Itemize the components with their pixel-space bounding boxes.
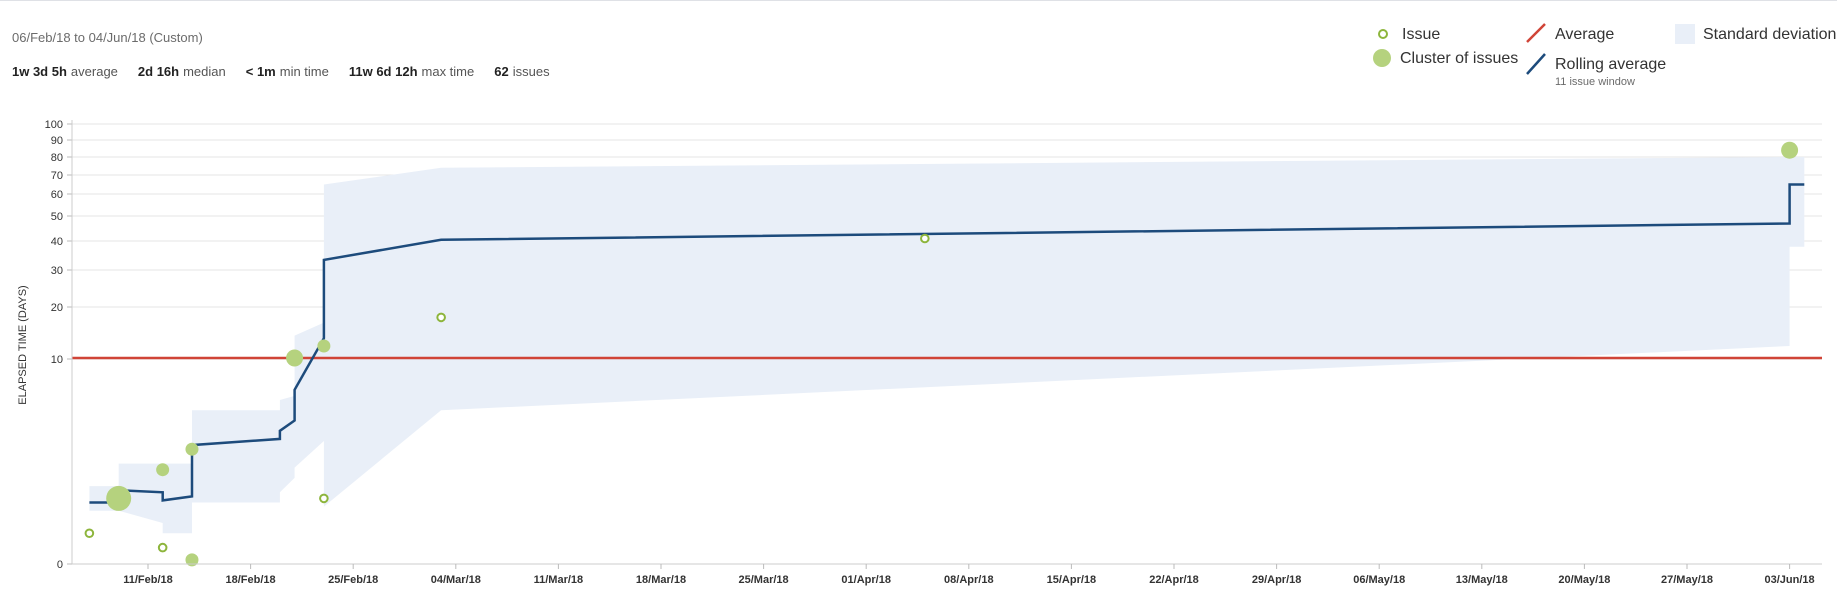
legend-rolling-average-label: Rolling average bbox=[1555, 56, 1667, 73]
y-tick-label: 60 bbox=[51, 189, 63, 201]
y-tick-label: 70 bbox=[51, 170, 63, 182]
x-tick-label: 01/Apr/18 bbox=[841, 574, 891, 586]
rolling-average-line bbox=[89, 183, 1805, 504]
y-tick-label: 40 bbox=[51, 236, 63, 248]
stat-min-time-label: min time bbox=[279, 64, 329, 79]
stat-max-time-value: 11w 6d 12h bbox=[348, 64, 418, 79]
legend-issue-label: Issue bbox=[1402, 26, 1441, 43]
cluster-marker-icon bbox=[1373, 49, 1391, 67]
rolling-average-layer bbox=[89, 183, 1805, 504]
cluster-point bbox=[156, 463, 170, 477]
x-tick-label: 20/May/18 bbox=[1558, 574, 1610, 586]
std-dev-band bbox=[89, 157, 1805, 534]
legend-average-label: Average bbox=[1555, 26, 1615, 43]
legend-rolling-text: Rolling average 11 issue window bbox=[1555, 56, 1666, 88]
std-dev-swatch-icon bbox=[1675, 24, 1695, 44]
x-tick-label: 06/May/18 bbox=[1353, 574, 1405, 586]
issue-marker-icon bbox=[1378, 29, 1388, 39]
legend-cluster[interactable]: Cluster of issues bbox=[1372, 49, 1519, 68]
cluster-point bbox=[185, 442, 199, 456]
stat-max-time-label: max time bbox=[421, 64, 475, 79]
top-divider bbox=[0, 0, 1837, 1]
average-line-icon bbox=[1526, 23, 1546, 43]
rolling-average-line-icon bbox=[1526, 53, 1546, 75]
cluster-point bbox=[317, 339, 331, 353]
legend-average[interactable]: Average bbox=[1525, 23, 1615, 44]
stat-average: 1w 3d 5h average bbox=[12, 64, 118, 79]
x-tick-label: 04/Mar/18 bbox=[431, 574, 481, 586]
stat-median-label: median bbox=[183, 64, 226, 79]
x-tick-label: 11/Feb/18 bbox=[123, 574, 173, 586]
x-tick-label: 08/Apr/18 bbox=[944, 574, 994, 586]
x-tick-label: 18/Feb/18 bbox=[226, 574, 276, 586]
y-axis-title: ELAPSED TIME (DAYS) bbox=[17, 285, 29, 404]
cluster-point bbox=[106, 485, 132, 511]
legend-std-dev-label: Standard deviation bbox=[1703, 26, 1837, 43]
y-tick-label: 10 bbox=[51, 354, 63, 366]
cluster-point bbox=[185, 553, 199, 567]
y-tick-label: 80 bbox=[51, 152, 63, 164]
axes: 0 10 20 30 40 50 60 70 80 90 100 11/Feb/18 18/Feb/18… bbox=[45, 119, 1822, 586]
x-tick-label: 15/Apr/18 bbox=[1047, 574, 1097, 586]
issue-point bbox=[157, 542, 168, 553]
stat-max-time: 11w 6d 12h max time bbox=[349, 64, 474, 79]
cluster-point bbox=[286, 349, 304, 367]
y-tick-label: 100 bbox=[45, 119, 63, 131]
issue-point bbox=[920, 233, 930, 244]
legend-cluster-label: Cluster of issues bbox=[1400, 50, 1519, 67]
legend-std-dev[interactable]: Standard deviation bbox=[1675, 24, 1837, 44]
date-range-label: 06/Feb/18 to 04/Jun/18 (Custom) bbox=[12, 30, 203, 45]
issue-point bbox=[436, 312, 446, 323]
y-tick-label: 90 bbox=[51, 135, 63, 147]
data-points-layer bbox=[84, 141, 1799, 567]
issue-point bbox=[84, 528, 95, 539]
stat-average-value: 1w 3d 5h bbox=[12, 64, 67, 79]
cluster-point bbox=[1781, 141, 1799, 159]
stat-median-value: 2d 16h bbox=[137, 64, 180, 79]
legend-rolling-window-label: 11 issue window bbox=[1555, 76, 1635, 88]
summary-stats: 1w 3d 5h average 2d 16h median < 1m min tim… bbox=[12, 64, 570, 79]
x-tick-label: 25/Feb/18 bbox=[328, 574, 378, 586]
legend-rolling-average[interactable]: Rolling average 11 issue window bbox=[1525, 53, 1666, 88]
stat-issues-value: 62 bbox=[494, 64, 509, 79]
x-tick-label: 27/May/18 bbox=[1661, 574, 1713, 586]
x-tick-label: 13/May/18 bbox=[1456, 574, 1508, 586]
x-tick-label: 11/Mar/18 bbox=[534, 574, 584, 586]
x-tick-label: 25/Mar/18 bbox=[739, 574, 789, 586]
y-tick-label: 20 bbox=[51, 302, 63, 314]
stat-median: 2d 16h median bbox=[138, 64, 226, 79]
y-tick-label: 50 bbox=[51, 211, 63, 223]
y-tick-label: 30 bbox=[51, 265, 63, 277]
x-tick-label: 29/Apr/18 bbox=[1252, 574, 1302, 586]
stat-issues-label: issues bbox=[512, 64, 550, 79]
stat-average-label: average bbox=[70, 64, 118, 79]
stat-issues: 62 issues bbox=[494, 64, 549, 79]
x-tick-label: 22/Apr/18 bbox=[1149, 574, 1199, 586]
legend-issue[interactable]: Issue bbox=[1376, 26, 1440, 44]
stat-min-time-value: < 1m bbox=[245, 64, 276, 79]
std-dev-band-layer bbox=[89, 157, 1805, 534]
x-tick-label: 18/Mar/18 bbox=[636, 574, 686, 586]
x-tick-label: 03/Jun/18 bbox=[1765, 574, 1815, 586]
issue-point bbox=[319, 493, 329, 504]
y-tick-label: 0 bbox=[57, 559, 63, 571]
stat-min-time: < 1m min time bbox=[246, 64, 329, 79]
